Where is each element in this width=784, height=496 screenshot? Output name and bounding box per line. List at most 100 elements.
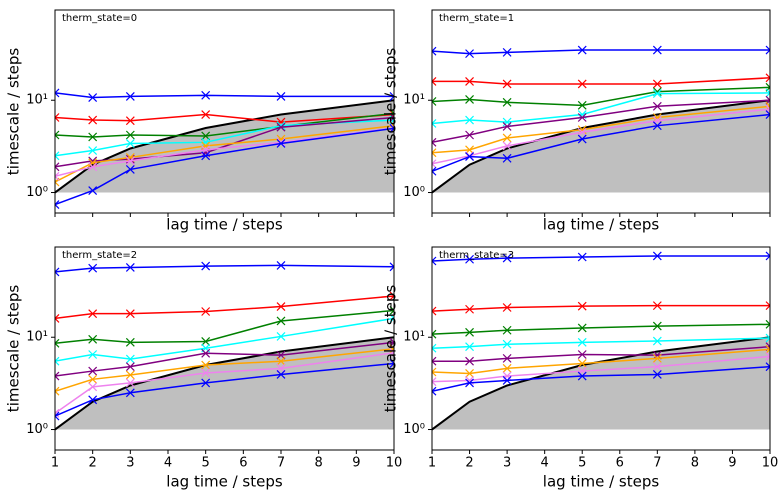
marker [765, 362, 770, 372]
series-line [432, 336, 770, 431]
y-tick-label: 10¹ [26, 330, 48, 345]
series-line [55, 309, 394, 345]
series-line [432, 92, 770, 125]
marker [652, 301, 662, 311]
series-line [432, 99, 770, 144]
marker [88, 382, 98, 392]
series-line [432, 323, 770, 335]
marker [125, 309, 135, 319]
marker [55, 313, 60, 323]
marker [201, 337, 211, 346]
y-axis-label: timescale / steps [5, 285, 23, 413]
marker [88, 158, 98, 168]
marker [276, 370, 286, 379]
marker [389, 123, 394, 133]
marker [465, 327, 474, 337]
marker [389, 291, 394, 301]
marker [201, 131, 211, 141]
marker [55, 408, 60, 418]
marker [765, 301, 770, 311]
marker [276, 137, 286, 147]
marker [276, 316, 286, 326]
marker [55, 371, 60, 381]
marker [577, 371, 587, 381]
marker [88, 263, 98, 273]
marker [502, 133, 512, 143]
fill-area [55, 337, 394, 430]
x-tick-label: 1 [428, 456, 436, 471]
marker [389, 113, 394, 122]
x-axis-label: lag time / steps [166, 473, 283, 491]
marker [577, 301, 587, 311]
x-tick-label: 4 [541, 456, 549, 471]
marker [432, 119, 437, 128]
marker [88, 350, 98, 359]
marker [502, 122, 512, 131]
x-axis-label: lag time / steps [543, 473, 660, 491]
marker [276, 139, 286, 148]
marker [432, 256, 437, 266]
y-tick-label: 10⁰ [403, 185, 425, 200]
marker [652, 121, 662, 131]
marker [389, 359, 394, 368]
marker [88, 115, 98, 125]
series-line [432, 77, 770, 85]
series-line [55, 362, 394, 417]
plot-area [55, 260, 394, 431]
x-tick-label: 5 [202, 456, 210, 471]
marker [201, 110, 211, 119]
marker [577, 100, 587, 110]
y-tick-label: 10⁰ [26, 185, 48, 200]
x-axis-label: lag time / steps [166, 216, 283, 234]
marker [577, 79, 587, 89]
x-tick-label: 3 [126, 456, 134, 471]
marker [652, 79, 662, 89]
plot-area [55, 88, 394, 210]
x-tick-label: 8 [315, 456, 323, 471]
marker [652, 362, 662, 372]
marker [577, 337, 587, 347]
marker [125, 388, 135, 398]
marker [55, 130, 60, 140]
marker [55, 171, 60, 181]
marker [276, 260, 286, 270]
marker [652, 353, 662, 363]
marker [432, 97, 437, 106]
marker [201, 348, 211, 358]
marker [432, 329, 437, 339]
series-line [432, 108, 770, 165]
series-line [55, 295, 394, 320]
marker [502, 253, 512, 263]
series-line [55, 348, 394, 392]
series-line [55, 351, 394, 414]
marker [765, 45, 770, 55]
marker [765, 351, 770, 361]
y-tick-label: 10¹ [26, 93, 48, 108]
marker [765, 110, 770, 119]
series-line [55, 92, 394, 99]
marker [125, 362, 135, 372]
marker [502, 141, 512, 151]
marker [276, 91, 286, 101]
marker [465, 378, 474, 388]
marker [765, 251, 770, 261]
marker [201, 307, 211, 316]
marker [389, 262, 394, 272]
x-tick-label: 5 [578, 456, 586, 471]
marker [88, 146, 98, 155]
marker [432, 148, 437, 158]
marker [765, 88, 770, 98]
y-tick-label: 10¹ [403, 93, 425, 108]
marker [432, 137, 437, 147]
panel-annotation: therm_state=3 [439, 250, 514, 261]
marker [502, 353, 512, 363]
x-tick-label: 2 [465, 456, 473, 471]
axes-frame [431, 246, 771, 451]
marker [577, 45, 587, 55]
marker [765, 333, 770, 343]
marker [88, 162, 98, 172]
marker [465, 49, 474, 59]
y-tick-label: 10¹ [403, 330, 425, 345]
marker [125, 337, 135, 347]
marker [125, 354, 135, 364]
